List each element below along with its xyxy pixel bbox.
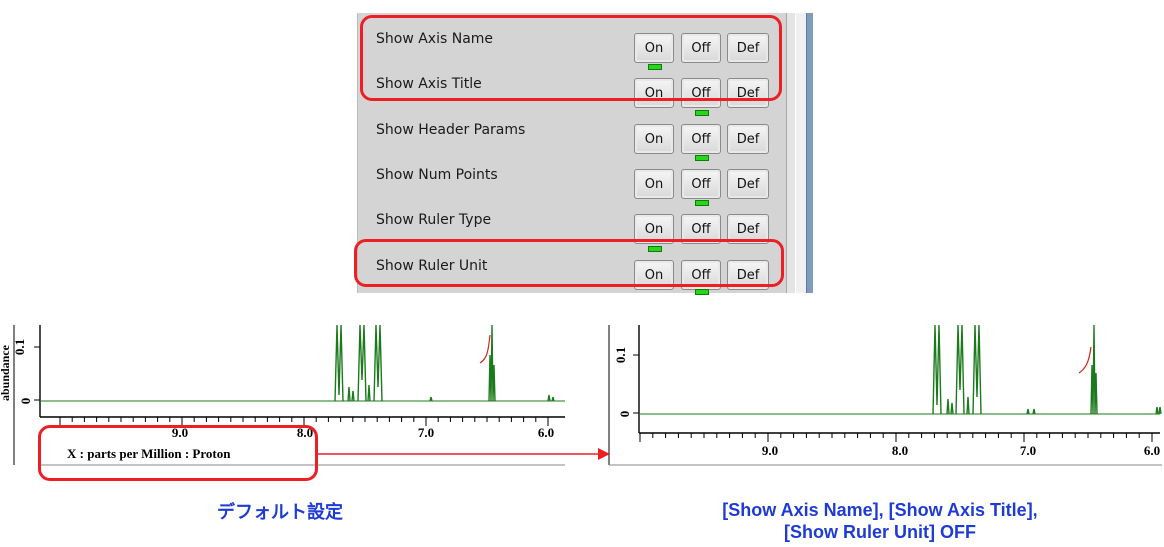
x-minor-ticks [639, 433, 1153, 442]
x-tick-label: 7.0 [1020, 443, 1036, 458]
highlight-axis-title [38, 425, 318, 481]
def-button[interactable]: Def [727, 124, 769, 154]
caption-line: [Show Ruler Unit] OFF [784, 522, 976, 542]
setting-row-show-axis-name: Show Axis Name On Off Def [358, 21, 788, 67]
x-tick-label: 9.0 [762, 443, 778, 458]
y-tick-label: 0.1 [613, 347, 628, 363]
caption-default: デフォルト設定 [217, 502, 343, 522]
caption-line: [Show Axis Name], [Show Axis Title], [722, 500, 1038, 520]
spectrum-modified: 0.1 0 9.0 8.0 7.0 6.0 [608, 325, 1162, 466]
spectrum-peaks [334, 325, 555, 402]
off-button[interactable]: Off [681, 78, 721, 108]
def-button[interactable]: Def [727, 169, 769, 199]
x-tick-label: 7.0 [418, 425, 434, 440]
indicator-led [695, 289, 709, 295]
integral-curve [1078, 346, 1092, 374]
setting-row-show-header-params: Show Header Params On Off Def [358, 110, 788, 158]
spectrum-default: 0.1 0 abundance 9.0 8.0 7.0 6.0 X : part… [0, 325, 565, 466]
caption-modified: [Show Axis Name], [Show Axis Title], [Sh… [650, 499, 1110, 543]
def-button[interactable]: Def [727, 33, 769, 63]
on-button[interactable]: On [634, 33, 674, 63]
setting-label: Show Ruler Unit [376, 258, 488, 274]
indicator-led [648, 64, 662, 70]
indicator-led [695, 200, 709, 206]
def-button[interactable]: Def [727, 78, 769, 108]
setting-row-show-axis-title: Show Axis Title On Off Def [358, 64, 788, 112]
setting-label: Show Axis Name [376, 31, 494, 47]
setting-label: Show Num Points [376, 167, 498, 183]
panel-scrollbar[interactable] [786, 13, 795, 293]
y-tick-label: 0 [617, 411, 632, 418]
x-axis-title: X : parts per Million : Proton [67, 446, 231, 461]
off-button[interactable]: Off [681, 169, 721, 199]
integral-curve [479, 334, 491, 364]
window-border [806, 13, 813, 293]
highlight-ruler-unit [354, 239, 784, 287]
on-button[interactable]: On [634, 78, 674, 108]
indicator-led [648, 246, 662, 252]
x-tick-label: 6.0 [1144, 443, 1160, 458]
y-tick-label: 0 [18, 398, 33, 405]
arrow-icon [318, 448, 610, 460]
setting-label: Show Header Params [376, 122, 526, 138]
off-button[interactable]: Off [681, 124, 721, 154]
indicator-led [695, 155, 709, 161]
highlight-axis-settings [360, 15, 782, 101]
indicator-led [695, 110, 709, 116]
spectrum-peaks [932, 325, 1162, 415]
x-tick-label: 8.0 [892, 443, 908, 458]
setting-row-show-num-points: Show Num Points On Off Def [358, 155, 788, 203]
setting-label: Show Axis Title [376, 76, 482, 92]
x-minor-ticks [59, 417, 549, 426]
x-tick-label: 9.0 [172, 425, 188, 440]
x-tick-label: 6.0 [538, 425, 554, 440]
y-axis-title: abundance [0, 344, 12, 401]
setting-label: Show Ruler Type [376, 212, 492, 228]
off-button[interactable]: Off [681, 33, 721, 63]
on-button[interactable]: On [634, 124, 674, 154]
y-tick-label: 0.1 [12, 339, 27, 355]
panel-gutter [796, 13, 806, 293]
on-button[interactable]: On [634, 169, 674, 199]
